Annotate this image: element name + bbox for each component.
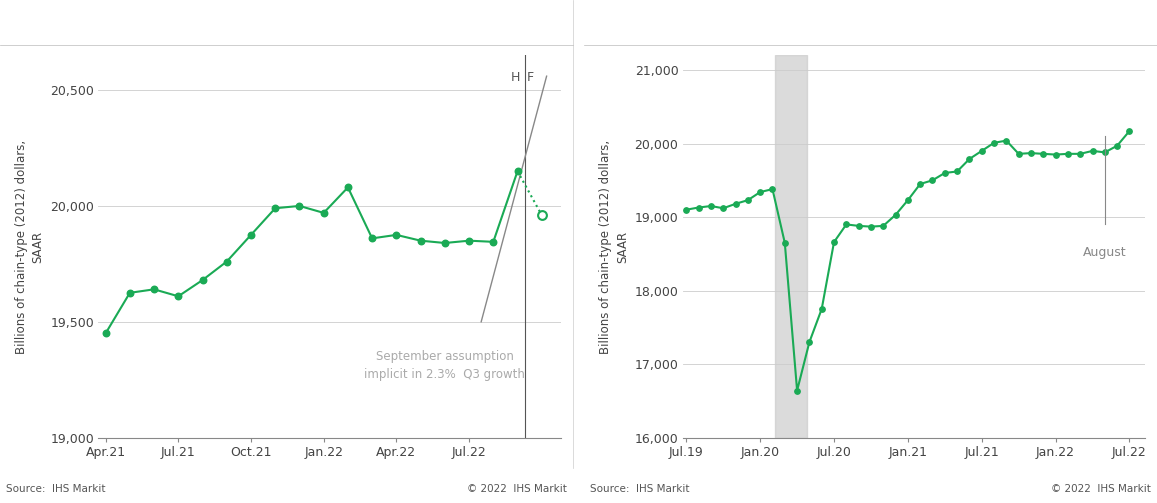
Text: Forecast assumptions: Forecast assumptions (8, 14, 214, 32)
Point (985, 139, 1003, 147)
Point (290, 202, 309, 210)
Point (388, 231, 406, 239)
Point (862, 223, 880, 231)
Point (120, 289, 139, 297)
Point (145, 285, 163, 293)
Point (801, 338, 819, 346)
Point (315, 209, 333, 217)
Point (169, 292, 187, 300)
Point (363, 234, 382, 242)
Point (825, 238, 843, 246)
Point (849, 222, 868, 230)
Point (1046, 150, 1064, 158)
Point (1071, 150, 1090, 158)
Point (1022, 149, 1040, 157)
Point (837, 220, 855, 228)
Text: © 2022  IHS Markit: © 2022 IHS Markit (1052, 484, 1151, 494)
Point (1096, 148, 1114, 156)
Point (339, 184, 358, 192)
Point (738, 196, 757, 204)
Point (751, 188, 769, 196)
Point (788, 386, 806, 394)
Y-axis label: Billions of chain-type (2012) dollars,
SAAR: Billions of chain-type (2012) dollars, S… (15, 139, 45, 354)
Point (936, 169, 955, 177)
Point (1120, 127, 1138, 135)
Text: H: H (510, 70, 519, 83)
Point (96, 329, 115, 338)
Point (412, 236, 430, 244)
Point (973, 147, 992, 155)
Point (886, 211, 905, 219)
Point (960, 155, 979, 163)
Point (812, 305, 831, 313)
Point (242, 231, 260, 239)
Bar (775, 55, 806, 438)
Point (484, 238, 502, 246)
Text: F: F (528, 70, 535, 83)
Point (899, 196, 918, 204)
Point (508, 167, 526, 175)
Point (727, 200, 745, 208)
Point (923, 176, 942, 184)
Point (1009, 150, 1027, 158)
Point (218, 258, 236, 266)
Text: Recent historical data: Recent historical data (592, 14, 798, 32)
Text: Source:  IHS Markit: Source: IHS Markit (590, 484, 690, 494)
Y-axis label: Billions of chain-type (2012) dollars,
SAAR: Billions of chain-type (2012) dollars, S… (599, 139, 629, 354)
Point (435, 239, 454, 247)
Point (459, 236, 478, 244)
Point (1034, 150, 1053, 158)
Text: © 2022  IHS Markit: © 2022 IHS Markit (467, 484, 567, 494)
Point (1059, 150, 1077, 158)
Point (532, 211, 551, 219)
Point (701, 202, 720, 210)
Text: August: August (1083, 246, 1127, 260)
Point (677, 206, 695, 214)
Point (997, 137, 1016, 145)
Point (1083, 147, 1101, 155)
Point (714, 204, 732, 212)
Point (775, 239, 794, 247)
Point (193, 276, 212, 284)
Text: Source:  IHS Markit: Source: IHS Markit (6, 484, 105, 494)
Point (948, 167, 966, 176)
Point (911, 180, 929, 188)
Point (1108, 142, 1127, 150)
Point (690, 204, 708, 212)
Point (266, 204, 285, 212)
Point (764, 185, 782, 193)
Text: September assumption
implicit in 2.3%  Q3 growth: September assumption implicit in 2.3% Q3… (364, 350, 525, 381)
Point (874, 222, 892, 230)
